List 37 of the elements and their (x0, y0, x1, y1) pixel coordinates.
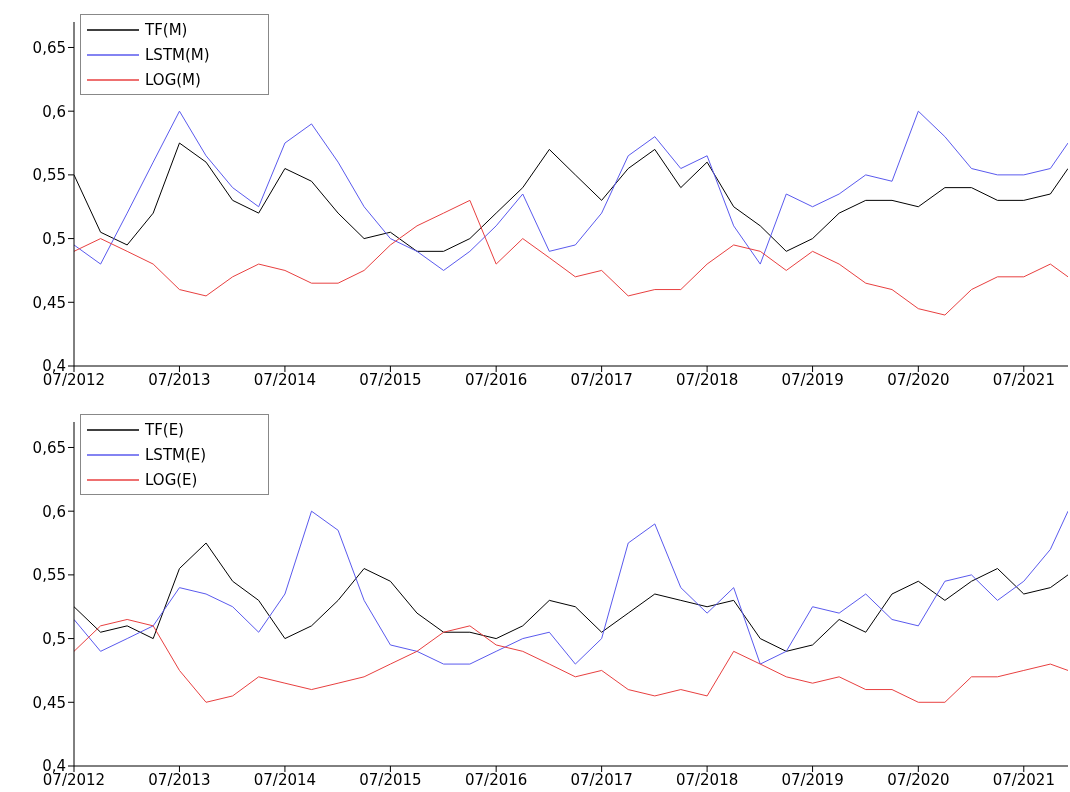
x-tick-label: 07/2014 (253, 370, 317, 389)
y-tick-label: 0,65 (32, 438, 66, 457)
x-tick-label: 07/2016 (465, 770, 528, 789)
y-tick-label: 0,6 (42, 102, 66, 121)
legend-label: LOG(E) (145, 470, 198, 489)
x-tick-label: 07/2014 (253, 770, 317, 789)
x-tick-label: 07/2019 (781, 370, 844, 389)
y-tick-label: 0,5 (42, 629, 66, 648)
x-tick-label: 07/2016 (465, 370, 528, 389)
x-tick-label: 07/2013 (148, 770, 211, 789)
x-tick-label: 07/2015 (359, 370, 422, 389)
y-tick-label: 0,5 (42, 229, 66, 248)
line-series (74, 199, 1068, 316)
line-series (74, 510, 1068, 665)
legend-label: LSTM(E) (145, 445, 207, 464)
x-tick-label: 07/2020 (887, 770, 950, 789)
x-tick-label: 07/2019 (781, 770, 844, 789)
x-tick-label: 07/2021 (992, 770, 1055, 789)
legend-label: LSTM(M) (145, 45, 210, 64)
x-tick-label: 07/2021 (992, 370, 1055, 389)
y-tick-label: 0,6 (42, 502, 66, 521)
x-tick-label: 07/2020 (887, 370, 950, 389)
x-tick-label: 07/2018 (675, 370, 739, 389)
y-tick-label: 0,65 (32, 38, 66, 57)
legend-label: TF(M) (145, 20, 188, 39)
y-tick-label: 0,45 (32, 293, 66, 312)
x-tick-label: 07/2013 (148, 370, 211, 389)
legend-label: TF(E) (145, 420, 184, 439)
y-tick-label: 0,55 (32, 166, 66, 185)
y-tick-label: 0,55 (32, 566, 66, 585)
x-tick-label: 07/2017 (570, 770, 633, 789)
legend-label: LOG(M) (145, 70, 201, 89)
x-tick-label: 07/2018 (675, 770, 739, 789)
x-tick-label: 07/2017 (570, 370, 633, 389)
line-series (74, 618, 1068, 703)
x-tick-label: 07/2015 (359, 770, 422, 789)
y-tick-label: 0,45 (32, 693, 66, 712)
